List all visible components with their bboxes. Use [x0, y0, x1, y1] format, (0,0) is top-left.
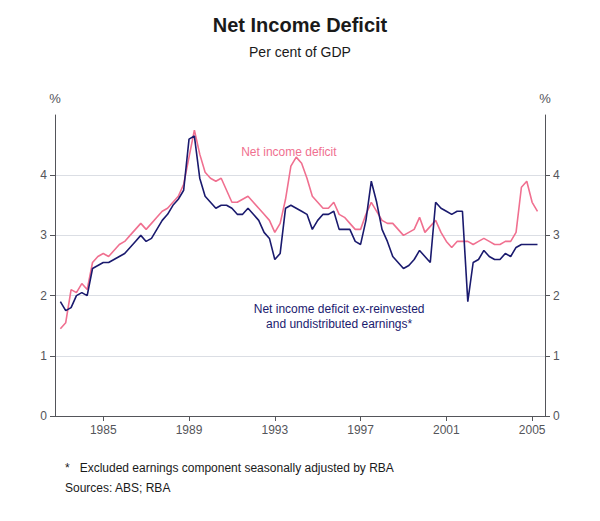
- svg-text:1985: 1985: [90, 423, 117, 437]
- svg-text:Net income deficit: Net income deficit: [241, 145, 337, 159]
- svg-text:%: %: [539, 91, 551, 106]
- svg-text:and undistributed earnings*: and undistributed earnings*: [266, 317, 412, 331]
- svg-text:2005: 2005: [519, 423, 546, 437]
- svg-text:Sources: ABS; RBA: Sources: ABS; RBA: [65, 481, 170, 495]
- svg-text:1: 1: [40, 349, 47, 363]
- svg-text:Net income deficit ex-reinvest: Net income deficit ex-reinvested: [254, 302, 425, 316]
- svg-text:2: 2: [40, 289, 47, 303]
- svg-text:2001: 2001: [433, 423, 460, 437]
- svg-text:2: 2: [553, 289, 560, 303]
- svg-text:Per cent of GDP: Per cent of GDP: [249, 44, 351, 60]
- svg-text:1997: 1997: [347, 423, 374, 437]
- svg-text:0: 0: [553, 409, 560, 423]
- svg-text:1: 1: [553, 349, 560, 363]
- svg-text:3: 3: [553, 228, 560, 242]
- svg-text:3: 3: [40, 228, 47, 242]
- svg-text:%: %: [49, 91, 61, 106]
- svg-text:* Excluded earnings componen: * Excluded earnings component seasonally…: [65, 461, 394, 475]
- svg-text:0: 0: [40, 409, 47, 423]
- svg-text:4: 4: [40, 168, 47, 182]
- svg-text:1993: 1993: [261, 423, 288, 437]
- svg-text:4: 4: [553, 168, 560, 182]
- svg-text:Net Income Deficit: Net Income Deficit: [213, 14, 388, 36]
- svg-text:1989: 1989: [176, 423, 203, 437]
